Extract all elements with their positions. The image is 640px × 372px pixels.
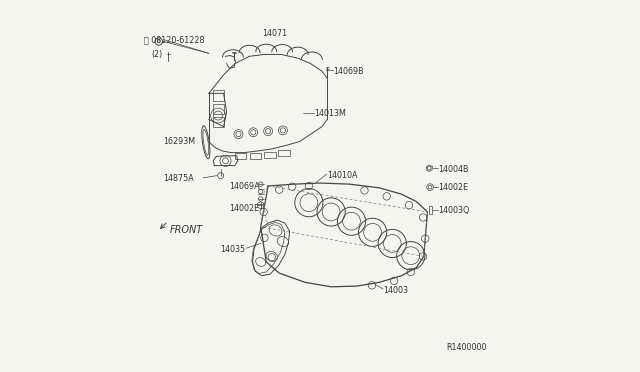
Text: 14069B: 14069B: [333, 67, 364, 76]
Text: B: B: [157, 39, 161, 44]
Text: 14010A: 14010A: [326, 171, 357, 180]
Text: 14069A: 14069A: [229, 182, 260, 191]
Text: 14875A: 14875A: [164, 174, 195, 183]
Text: 14002E: 14002E: [229, 204, 259, 213]
Text: 14003: 14003: [383, 286, 408, 295]
Text: 14003Q: 14003Q: [438, 206, 470, 215]
Text: 14071: 14071: [262, 29, 288, 38]
Text: (2): (2): [152, 50, 163, 59]
Text: 14013M: 14013M: [314, 109, 346, 118]
Text: 14004B: 14004B: [438, 165, 469, 174]
Text: 16293M: 16293M: [164, 137, 196, 146]
Text: Ⓑ 08120-61228: Ⓑ 08120-61228: [144, 35, 204, 44]
Text: R1400000: R1400000: [446, 343, 486, 352]
Text: 14035: 14035: [220, 244, 245, 253]
Text: FRONT: FRONT: [170, 225, 203, 235]
Text: 14002E: 14002E: [438, 183, 468, 192]
